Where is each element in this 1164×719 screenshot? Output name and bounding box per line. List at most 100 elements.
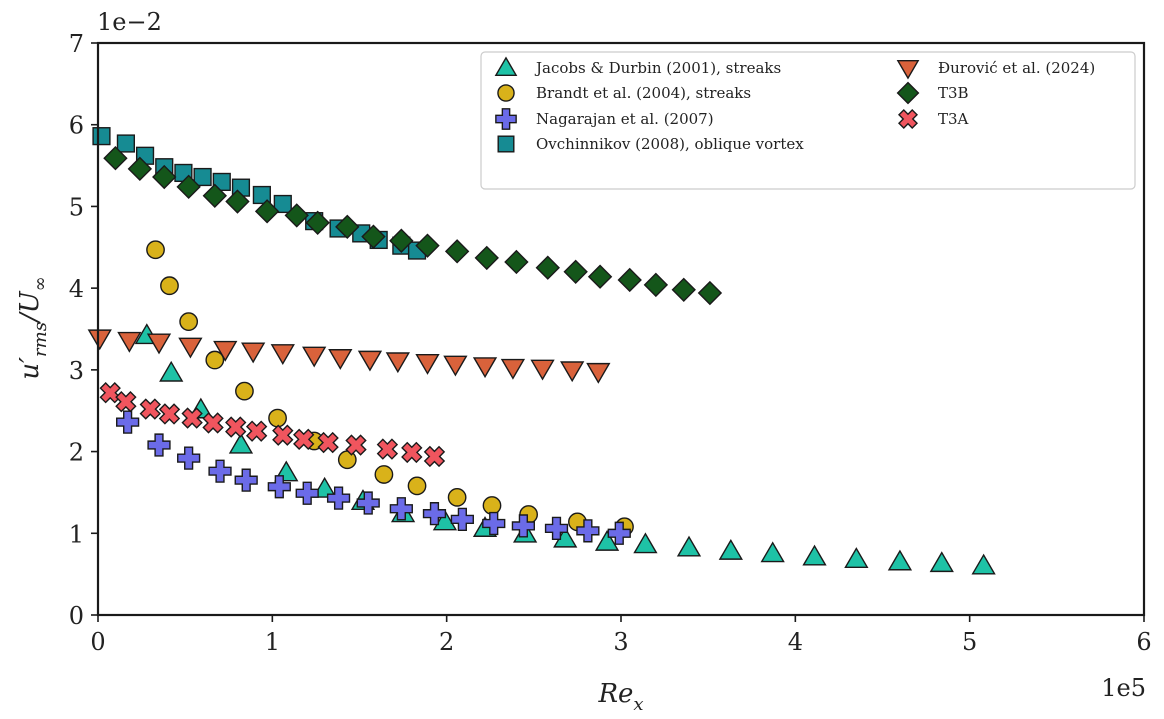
data-point xyxy=(643,272,669,298)
x-tick-label: 4 xyxy=(788,628,803,656)
data-point xyxy=(423,445,446,468)
legend-marker xyxy=(898,109,918,129)
data-point xyxy=(374,465,394,484)
x-axis-label-main: Re xyxy=(597,679,633,709)
data-point xyxy=(971,553,996,575)
data-point xyxy=(181,407,203,429)
data-point xyxy=(284,203,309,228)
data-point xyxy=(389,497,413,521)
data-point xyxy=(268,408,287,428)
data-point xyxy=(617,267,642,293)
data-point xyxy=(422,502,447,526)
legend-entry: T3A xyxy=(898,109,969,129)
data-point xyxy=(401,441,423,464)
y-axis-label: u′rms/U∞ xyxy=(15,276,51,379)
data-point xyxy=(103,146,128,171)
y-axis-offset-text: 1e−2 xyxy=(97,8,162,36)
data-point xyxy=(178,337,203,359)
legend-entry: T3B xyxy=(896,81,969,105)
data-point xyxy=(228,432,254,454)
legend-label: Nagarajan et al. (2007) xyxy=(536,110,714,128)
data-point xyxy=(202,183,227,208)
data-point xyxy=(116,410,140,434)
y-tick-label: 2 xyxy=(69,439,84,467)
data-point xyxy=(607,521,631,545)
series-2 xyxy=(116,410,631,545)
data-point xyxy=(99,382,121,404)
data-point xyxy=(530,359,555,381)
x-tick-label: 5 xyxy=(962,628,977,656)
data-point xyxy=(177,446,201,470)
data-point xyxy=(252,185,271,205)
data-point xyxy=(389,228,414,253)
series-4 xyxy=(87,329,611,384)
legend-entry: Đurović et al. (2024) xyxy=(896,59,1095,80)
y-tick-label: 0 xyxy=(69,602,84,630)
data-point xyxy=(205,350,225,370)
y-axis-label-tail: /U xyxy=(15,290,45,325)
data-point xyxy=(254,199,280,224)
x-tick-label: 2 xyxy=(439,628,454,656)
data-point xyxy=(676,535,702,557)
data-point xyxy=(443,355,468,377)
data-point xyxy=(376,438,399,460)
legend-marker xyxy=(896,59,920,80)
legend-label: Ovchinnikov (2008), oblique vortex xyxy=(536,135,804,153)
data-point xyxy=(760,541,785,563)
legend-entry: Ovchinnikov (2008), oblique vortex xyxy=(497,135,804,153)
y-axis-label-tail-sub: ∞ xyxy=(30,276,51,291)
data-point xyxy=(415,353,440,375)
data-point xyxy=(887,549,913,571)
y-tick-label: 5 xyxy=(69,193,84,221)
data-point xyxy=(158,403,181,425)
data-point xyxy=(193,167,212,187)
data-points xyxy=(87,127,996,575)
y-tick-label: 1 xyxy=(69,520,84,548)
data-point xyxy=(273,194,292,214)
data-point xyxy=(563,259,588,284)
data-point xyxy=(225,189,250,214)
data-point xyxy=(361,224,386,249)
data-point xyxy=(139,398,161,420)
data-point xyxy=(718,538,743,560)
data-point xyxy=(147,433,171,457)
x-tick-label: 1 xyxy=(265,628,280,656)
data-point xyxy=(594,529,620,551)
series-6 xyxy=(99,382,446,468)
x-axis-label-sub: x xyxy=(633,694,643,715)
data-point xyxy=(208,459,232,483)
data-point xyxy=(576,519,600,543)
legend: Jacobs & Durbin (2001), streaks Brandt et… xyxy=(480,51,1136,190)
series-5 xyxy=(103,146,723,306)
data-point xyxy=(267,475,291,499)
legend-marker xyxy=(497,135,515,153)
data-point xyxy=(176,174,201,200)
x-tick-label: 0 xyxy=(90,628,105,656)
data-point xyxy=(482,496,502,515)
y-tick-label: 7 xyxy=(69,30,84,58)
y-axis-label-sub: rms xyxy=(30,322,51,357)
data-point xyxy=(127,156,153,182)
data-point xyxy=(235,381,254,401)
data-point xyxy=(671,277,696,302)
data-point xyxy=(152,164,177,190)
data-point xyxy=(504,249,529,275)
data-point xyxy=(697,280,723,306)
data-point xyxy=(407,476,427,496)
data-point xyxy=(305,210,330,235)
x-axis-label: Rex xyxy=(597,679,643,715)
legend-marker xyxy=(494,56,518,77)
y-tick-label: 4 xyxy=(69,275,84,303)
data-point xyxy=(844,547,869,568)
data-point xyxy=(385,352,410,374)
legend-marker xyxy=(495,108,517,130)
legend-label: Brandt et al. (2004), streaks xyxy=(536,84,751,102)
data-point xyxy=(447,487,467,507)
axis-ticks: 0 1 2 3 4 5 6 0 1 2 3 4 5 6 7 xyxy=(69,30,1152,656)
x-axis-offset-text: 1e5 xyxy=(1101,674,1146,702)
data-point xyxy=(146,240,165,260)
data-point xyxy=(415,233,440,258)
data-point xyxy=(116,134,135,153)
data-point xyxy=(146,333,172,355)
